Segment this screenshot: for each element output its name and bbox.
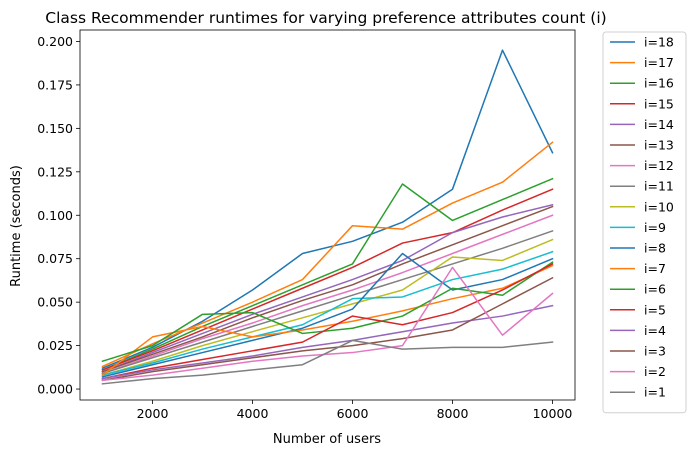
legend-label: i=8 (644, 241, 666, 256)
y-tick-label: 0.025 (37, 338, 73, 353)
series-line-i-16 (101, 177, 554, 371)
series-line-i-14 (101, 203, 554, 373)
legend-label: i=3 (644, 344, 666, 359)
y-tick-label: 0.075 (37, 251, 73, 266)
series-line-i-3 (101, 276, 554, 382)
y-tick-label: 0.150 (37, 121, 73, 136)
legend-label: i=7 (644, 261, 666, 276)
y-tick-label: 0.175 (37, 77, 73, 92)
y-tick-label: 0.100 (37, 208, 73, 223)
series-line-i-6 (101, 261, 554, 363)
series-line-i-9 (101, 250, 554, 377)
series-line-i-12 (101, 214, 554, 375)
y-axis: 0.000 0.025 0.050 0.075 0.100 0.125 0.150 0.175… (37, 34, 80, 397)
y-tick-label: 0.125 (37, 164, 73, 179)
legend-label: i=15 (644, 96, 674, 111)
legend-label: i=17 (644, 55, 674, 70)
legend-label: i=14 (644, 117, 674, 132)
series-line-i-4 (101, 304, 554, 380)
series-line-i-15 (101, 188, 554, 371)
chart-title: Class Recommender runtimes for varying p… (45, 9, 606, 27)
x-axis: 2000 4000 6000 8000 10000 (137, 400, 573, 421)
legend-label: i=6 (644, 282, 666, 297)
plot-area (79, 29, 576, 401)
series-line-i-10 (101, 238, 554, 377)
legend: i=18 i=17 i=16 i=15 i=14 i=13 i=12 i=11 i=10 i=9 i… (602, 31, 687, 414)
legend-label: i=2 (644, 364, 666, 379)
legend-label: i=11 (644, 179, 674, 194)
x-tick-label: 4000 (237, 406, 269, 421)
legend-label: i=5 (644, 302, 666, 317)
legend-label: i=16 (644, 76, 674, 91)
series-line-i-11 (101, 229, 554, 375)
legend-label: i=10 (644, 199, 674, 214)
legend-label: i=12 (644, 158, 674, 173)
series-line-i-7 (101, 264, 554, 377)
series-line-i-17 (101, 141, 554, 368)
legend-label: i=18 (644, 35, 674, 50)
y-tick-label: 0.200 (37, 34, 73, 49)
series-line-i-13 (101, 205, 554, 373)
x-tick-label: 10000 (533, 406, 573, 421)
x-tick-label: 8000 (437, 406, 469, 421)
legend-label: i=1 (644, 385, 666, 400)
series-line-i-2 (101, 266, 554, 382)
series-line-i-5 (101, 262, 554, 380)
legend-label: i=9 (644, 220, 666, 235)
series-line-i-8 (101, 252, 554, 378)
x-axis-label: Number of users (273, 432, 381, 447)
y-tick-label: 0.050 (37, 295, 73, 310)
x-tick-label: 6000 (337, 406, 369, 421)
legend-label: i=13 (644, 138, 674, 153)
legend-frame (602, 31, 687, 414)
x-tick-label: 2000 (137, 406, 169, 421)
series-line-i-18 (101, 49, 554, 370)
y-axis-label: Runtime (seconds) (9, 165, 24, 287)
y-tick-label: 0.000 (37, 382, 73, 397)
series-line-i-1 (101, 339, 554, 385)
legend-label: i=4 (644, 323, 666, 338)
